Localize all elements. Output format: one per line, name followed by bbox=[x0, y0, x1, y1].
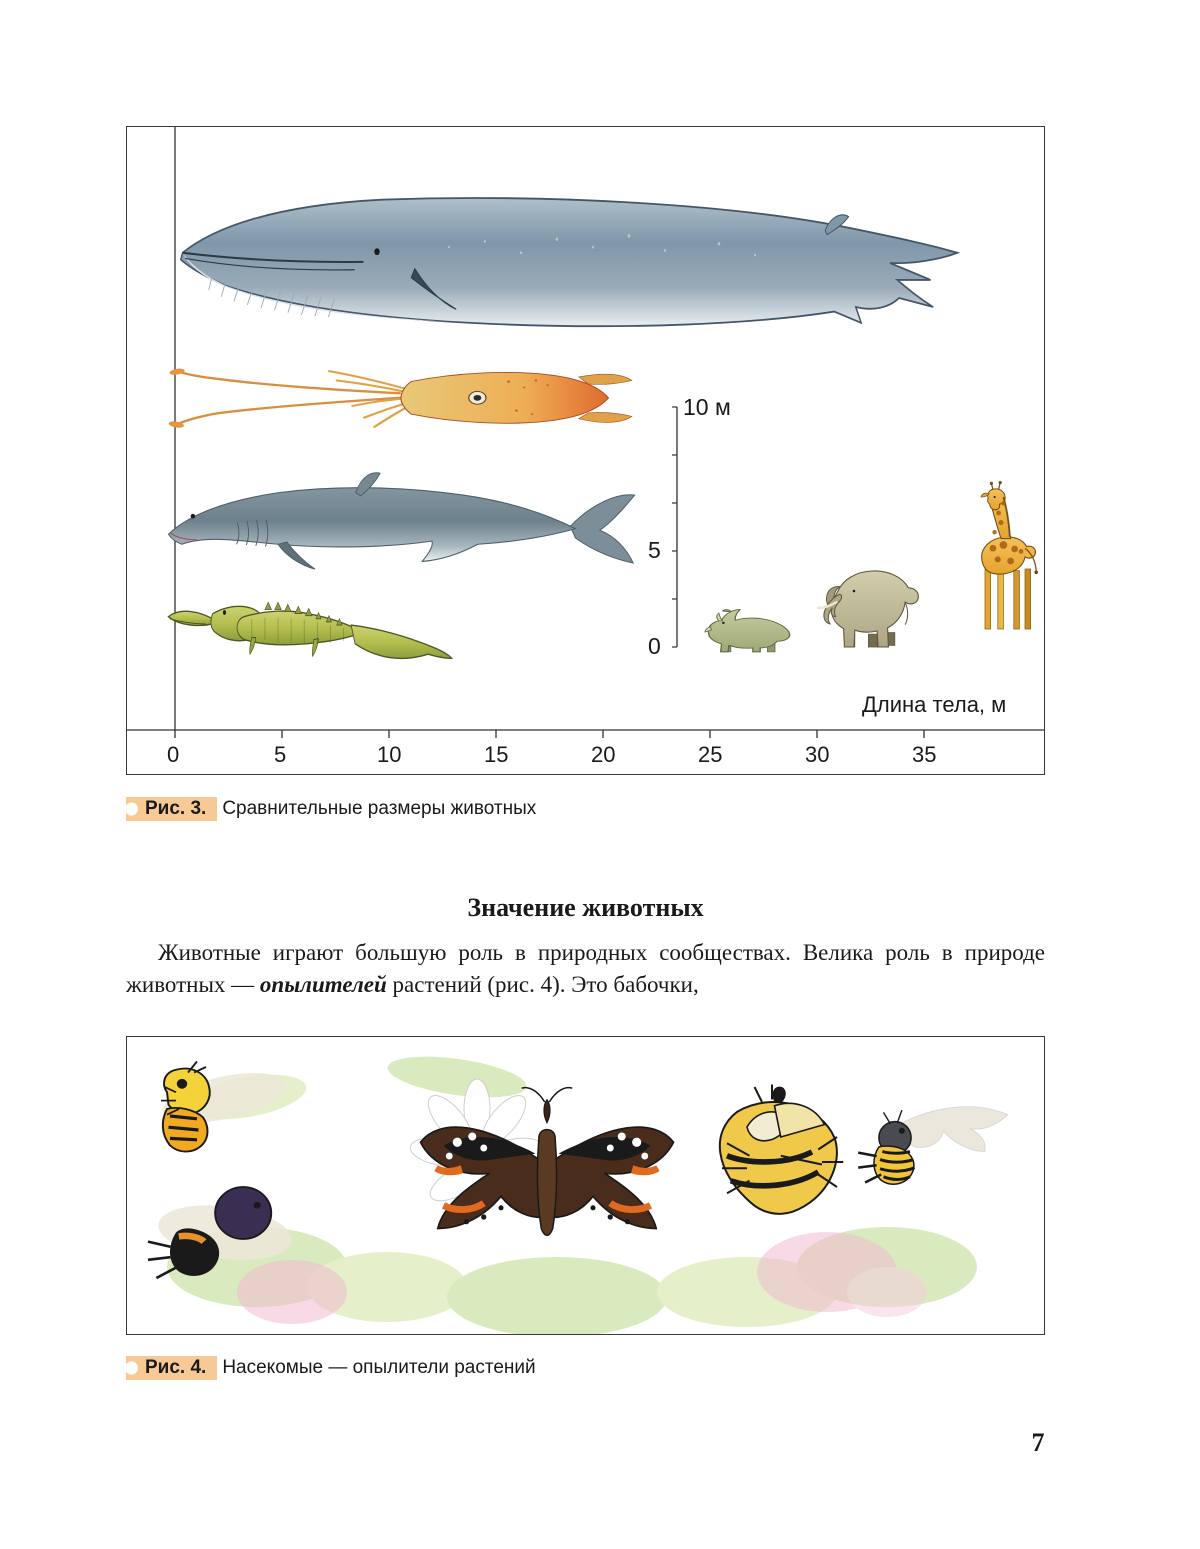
svg-text:15: 15 bbox=[484, 742, 508, 767]
svg-text:0: 0 bbox=[167, 742, 179, 767]
svg-text:5: 5 bbox=[274, 742, 286, 767]
svg-text:35: 35 bbox=[912, 742, 936, 767]
svg-text:25: 25 bbox=[698, 742, 722, 767]
svg-text:Длина тела, м: Длина тела, м bbox=[862, 692, 1006, 717]
svg-text:5: 5 bbox=[648, 537, 661, 563]
svg-text:10 м: 10 м bbox=[683, 394, 731, 420]
svg-text:10: 10 bbox=[377, 742, 401, 767]
svg-text:30: 30 bbox=[805, 742, 829, 767]
svg-text:0: 0 bbox=[648, 633, 661, 659]
svg-text:20: 20 bbox=[591, 742, 615, 767]
